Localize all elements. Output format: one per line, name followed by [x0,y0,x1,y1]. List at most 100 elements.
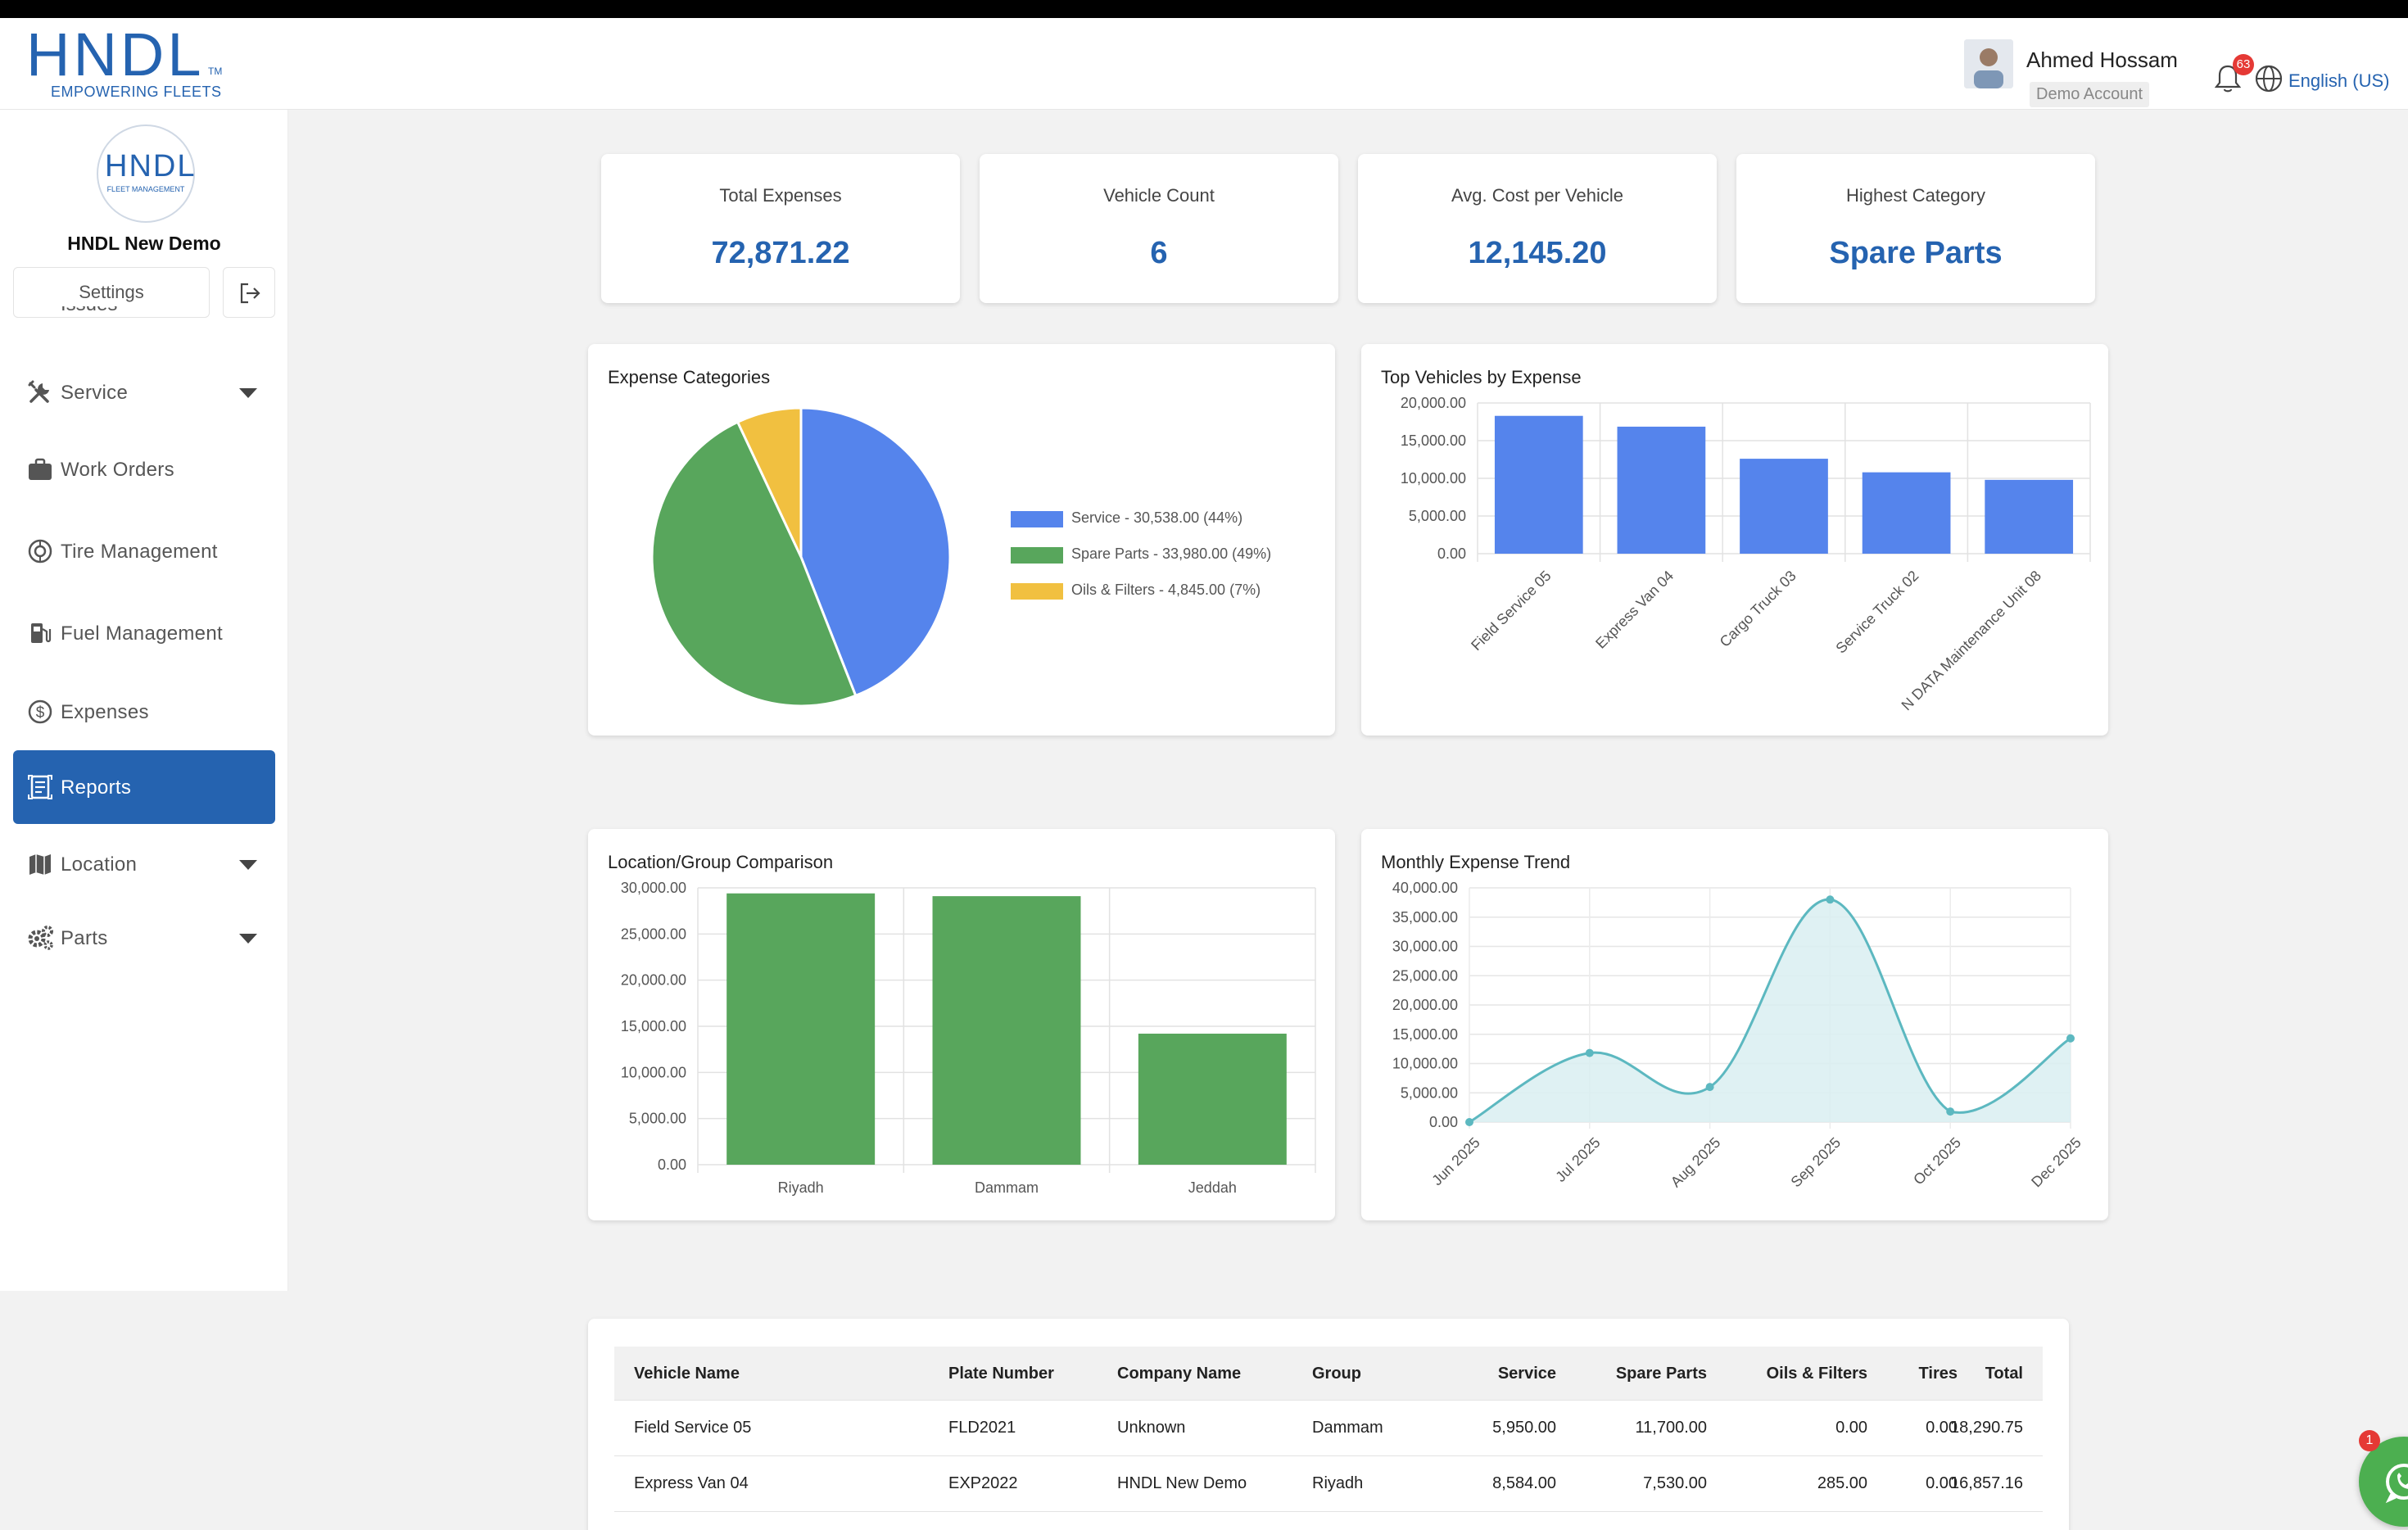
y-tick-label: 5,000.00 [1409,508,1466,524]
logo-tm: TM [208,66,223,77]
svg-text:$: $ [36,704,45,722]
sidebar-item-label: Parts [61,927,108,949]
kpi-label: Vehicle Count [1103,185,1215,206]
y-tick-label: 25,000.00 [621,926,686,942]
location-comparison-card: Location/Group Comparison 30,000.00 25,00… [588,829,1335,1220]
chevron-down-icon [239,934,257,944]
tools-icon [28,380,49,403]
sidebar-item-label: Work Orders [61,459,174,481]
org-logo-text: HNDL [105,149,197,183]
kpi-card-highest-category: Highest Category Spare Parts [1736,154,2095,303]
column-header[interactable]: Spare Parts [1615,1365,1707,1383]
sidebar-item-issues[interactable]: Issues [28,306,274,323]
trend-point[interactable] [1826,895,1835,904]
y-tick-label: 30,000.00 [621,880,686,896]
top-vehicles-card: Top Vehicles by Expense 20,000.00 15,000.… [1361,344,2108,736]
trend-point[interactable] [1585,1048,1594,1057]
kpi-value: 12,145.20 [1468,236,1607,270]
sidebar-item-parts[interactable]: Parts [13,901,275,975]
logout-button[interactable] [223,267,275,318]
y-tick-label: 0.00 [1437,545,1466,562]
y-tick-label: 20,000.00 [621,972,686,989]
cell-tires: 0.00 [1926,1474,1958,1492]
sidebar-item-location[interactable]: Location [13,827,275,901]
sidebar-item-expenses[interactable]: $ Expenses [13,675,275,749]
settings-button[interactable]: Settings [13,267,210,318]
bar-jeddah[interactable] [1138,1034,1287,1165]
column-header[interactable]: Tires [1918,1365,1958,1383]
sidebar-item-label: Service [61,382,129,404]
x-tick-label: Service Truck 02 [1832,568,1921,657]
sidebar-item-service[interactable]: Service [13,355,275,429]
bar-riyadh[interactable] [726,893,876,1165]
column-header[interactable]: Oils & Filters [1766,1365,1867,1383]
sidebar-item-fuel-management[interactable]: Fuel Management [13,596,275,670]
column-header[interactable]: Group [1312,1365,1361,1383]
chevron-down-icon [239,860,257,870]
kpi-card-total-expenses: Total Expenses 72,871.22 [601,154,960,303]
column-header[interactable]: Vehicle Name [634,1365,740,1383]
trend-point[interactable] [1465,1118,1473,1126]
whatsapp-icon [2385,1464,2408,1504]
pie-slice-service[interactable] [799,406,952,698]
expense-categories-card: Expense Categories Service - 30,538.00 (… [588,344,1335,736]
trend-point[interactable] [2066,1034,2075,1043]
bar-express-van-04[interactable] [1617,426,1706,554]
sidebar-item-label: Expenses [61,701,149,723]
kpi-card-vehicle-count: Vehicle Count 6 [980,154,1338,303]
y-tick-label: 0.00 [658,1157,686,1173]
app-logo[interactable]: HNDL TM EMPOWERING FLEETS [26,25,231,106]
bar-field-service-05[interactable] [1494,415,1583,554]
sidebar-item-label: Issues [61,306,117,316]
vehicle-expense-table-card: Vehicle Name Plate Number Company Name G… [588,1319,2069,1530]
sidebar-item-work-orders[interactable]: Work Orders [13,432,275,506]
chart-title: Monthly Expense Trend [1381,852,1571,872]
sidebar-item-tire-management[interactable]: Tire Management [13,514,275,588]
expense-categories-pie[interactable] [645,401,957,713]
y-tick-label: 0.00 [1429,1114,1458,1130]
kpi-card-avg-cost: Avg. Cost per Vehicle 12,145.20 [1358,154,1717,303]
language-label[interactable]: English (US) [2288,70,2390,91]
x-tick-label: Cargo Truck 03 [1717,568,1799,650]
y-tick-label: 40,000.00 [1392,880,1458,896]
gears-icon [28,926,53,950]
vehicle-expense-table: Vehicle Name Plate Number Company Name G… [614,1347,2043,1512]
org-name: HNDL New Demo [67,233,221,254]
table-row[interactable]: Express Van 04 EXP2022 HNDL New Demo Riy… [614,1456,2043,1512]
bar-n-data-maintenance-unit-08[interactable] [1985,479,2074,554]
bar-dammam[interactable] [932,896,1081,1165]
table-row[interactable]: Field Service 05 FLD2021 Unknown Dammam … [614,1401,2043,1456]
bar-service-truck-02[interactable] [1862,472,1951,554]
trend-point[interactable] [1705,1083,1714,1092]
column-header[interactable]: Plate Number [948,1365,1054,1383]
kpi-value: Spare Parts [1829,236,2003,270]
column-header[interactable]: Company Name [1117,1365,1242,1383]
location-comparison-bar-chart[interactable]: 30,000.00 25,000.00 20,000.00 15,000.00 10,0… [588,829,1335,1220]
top-vehicles-bar-chart[interactable]: 20,000.00 15,000.00 10,000.00 5,000.00 0.00F… [1361,344,2108,736]
column-header[interactable]: Service [1497,1365,1556,1383]
language-button[interactable] [2254,64,2284,93]
cell-service: 5,950.00 [1492,1419,1556,1437]
bar-cargo-truck-03[interactable] [1740,459,1828,554]
y-tick-label: 5,000.00 [629,1111,686,1127]
notification-count-badge: 63 [2233,54,2254,75]
sidebar-item-label: Location [61,853,138,876]
sidebar-item-reports[interactable]: Reports [13,750,275,824]
chart-title: Location/Group Comparison [608,852,834,872]
y-tick-label: 15,000.00 [621,1018,686,1034]
avatar[interactable] [1964,39,2013,88]
x-tick-label: Dec 2025 [2028,1134,2084,1191]
cell-tires: 0.00 [1926,1419,1958,1437]
user-name[interactable]: Ahmed Hossam [2026,48,2178,72]
legend-label: Service - 30,538.00 (44%) [1071,509,1243,526]
monthly-trend-card: Monthly Expense Trend 40,000.00 35,000.00… [1361,829,2108,1220]
fuel-pump-icon [31,623,52,643]
column-header[interactable]: Total [1985,1365,2023,1383]
monthly-trend-area-chart[interactable]: 40,000.00 35,000.00 30,000.00 25,000.00 20,0… [1361,829,2108,1220]
briefcase-icon [29,458,52,480]
whatsapp-chat-button[interactable] [2359,1437,2408,1527]
map-icon [29,854,51,875]
pie-slice-oils-filters[interactable] [736,406,803,558]
trend-point[interactable] [1946,1107,1955,1116]
pie-slice-spare-parts[interactable] [650,420,858,708]
